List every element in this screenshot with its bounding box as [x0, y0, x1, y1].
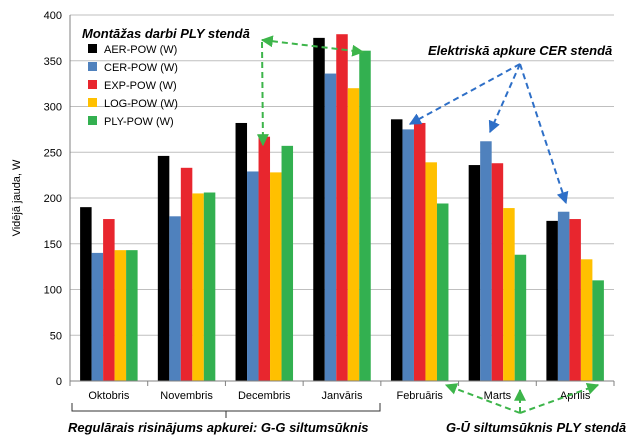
bar [491, 163, 504, 381]
bar [270, 172, 282, 381]
y-tick-label: 100 [44, 285, 62, 297]
legend-swatch [88, 44, 97, 53]
y-tick-label: 50 [50, 330, 62, 342]
legend-label: CER-POW (W) [104, 62, 178, 74]
bar [557, 211, 570, 381]
legend-swatch [88, 62, 97, 71]
bar [91, 252, 104, 381]
bar [313, 37, 325, 381]
annotation-elektriska: Elektriskā apkure CER stendā [428, 43, 612, 58]
x-tick-label: Janvāris [322, 390, 363, 402]
legend-swatch [88, 80, 97, 89]
bar [569, 219, 581, 381]
arrow-blue-3 [519, 63, 569, 205]
bar [157, 155, 170, 381]
y-tick-label: 350 [44, 56, 62, 68]
legend-label: AER-POW (W) [104, 44, 177, 56]
bar [580, 259, 593, 381]
arrow-green-gu-3 [519, 383, 600, 414]
bar [436, 203, 449, 381]
y-tick-label: 150 [44, 239, 62, 251]
x-tick-label: Novembris [160, 390, 213, 402]
legend-label: PLY-POW (W) [104, 116, 174, 128]
bar [103, 219, 115, 381]
bar [413, 122, 426, 381]
bar [126, 250, 138, 381]
arrow-blue-1 [408, 63, 521, 125]
annotation-montazas: Montāžas darbi PLY stendā [82, 26, 250, 41]
legend-label: EXP-POW (W) [104, 80, 177, 92]
legend: AER-POW (W) CER-POW (W) EXP-POW (W) LOG-POW… [88, 44, 178, 128]
y-tick-label: 300 [44, 102, 62, 114]
y-tick-label: 250 [44, 147, 62, 159]
arrow-green-montazas-2 [256, 41, 269, 147]
bar [480, 141, 492, 381]
y-tick-label: 400 [44, 10, 62, 22]
bar [546, 220, 558, 381]
y-tick-label: 200 [44, 193, 62, 205]
bar [169, 216, 181, 381]
bar [425, 162, 437, 381]
x-tick-label: Decembris [238, 390, 291, 402]
bars [80, 34, 604, 382]
bar [247, 171, 259, 381]
bar [592, 280, 604, 381]
bar [281, 145, 294, 381]
x-tick-label: Februāris [396, 390, 443, 402]
arrow-blue-2 [488, 63, 521, 134]
bar [80, 207, 92, 381]
bar [336, 34, 348, 382]
x-tick-label: Marts [484, 390, 512, 402]
x-tick-label: Oktobris [88, 390, 129, 402]
bar [235, 122, 248, 381]
bar [359, 50, 371, 382]
x-tick-labels: Oktobris Novembris Decembris Janvāris Februā… [88, 390, 591, 402]
y-tick-labels: 0 50 100 150 200 250 300 350 400 [44, 10, 62, 388]
bar [114, 250, 127, 381]
bar [503, 208, 515, 381]
bar [258, 136, 271, 381]
bar [402, 129, 414, 381]
bar [324, 73, 337, 381]
arrow-green-montazas-1 [260, 35, 365, 57]
y-axis-label: Vidējā jauda, W [11, 159, 23, 236]
bar [192, 193, 204, 381]
bar [390, 119, 403, 381]
bar [347, 88, 360, 381]
bar [203, 192, 216, 381]
arrow-green-gu-1 [444, 383, 521, 414]
bar [468, 165, 481, 381]
bar [514, 254, 527, 381]
bar [180, 167, 193, 381]
legend-swatch [88, 98, 97, 107]
annotation-gu: G-Ū siltumsūknis PLY stendā [446, 420, 626, 435]
legend-swatch [88, 116, 97, 125]
bracket-regularais [71, 403, 381, 418]
x-tick-label: Aprīlis [560, 390, 591, 402]
annotation-regularais: Regulārais risinājums apkurei: G-G siltu… [68, 420, 369, 435]
y-tick-label: 0 [56, 376, 62, 388]
legend-label: LOG-POW (W) [104, 98, 178, 110]
